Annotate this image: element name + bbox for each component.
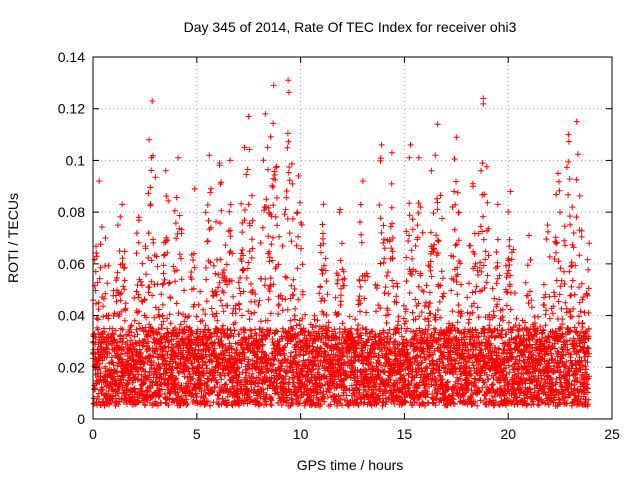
axis-ticks: 0 5 10 15 20 25 0 0.02 0.04 0.06 0.08 0.1 0.12 0.14 (58, 49, 620, 442)
y-tick-label: 0.04 (58, 308, 85, 324)
x-axis-label: GPS time / hours (297, 457, 404, 473)
x-tick-label: 25 (604, 426, 620, 442)
x-tick-label: 20 (500, 426, 516, 442)
y-tick-label: 0.12 (58, 101, 85, 117)
x-tick-label: 10 (293, 426, 309, 442)
data-points (90, 77, 593, 410)
y-tick-label: 0.08 (58, 204, 85, 220)
x-tick-label: 5 (193, 426, 201, 442)
y-tick-label: 0.14 (58, 49, 85, 65)
y-tick-label: 0 (77, 411, 85, 427)
x-tick-label: 0 (89, 426, 97, 442)
chart-title: Day 345 of 2014, Rate Of TEC Index for r… (184, 19, 517, 35)
x-tick-label: 15 (397, 426, 413, 442)
y-tick-label: 0.1 (66, 152, 86, 168)
y-axis-label: ROTI / TECUs (5, 193, 21, 283)
y-tick-label: 0.02 (58, 359, 85, 375)
y-tick-label: 0.06 (58, 256, 85, 272)
series-roti-points (90, 77, 593, 410)
grid (93, 57, 612, 419)
plot-frame (92, 56, 613, 420)
